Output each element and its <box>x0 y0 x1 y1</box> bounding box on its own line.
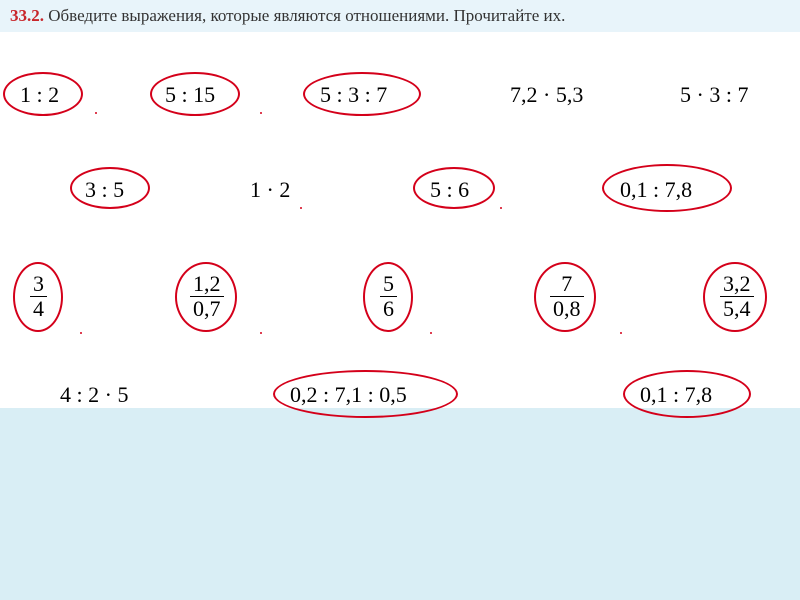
expr-5-6: 5 : 6 <box>430 177 469 203</box>
stray-dot <box>500 207 502 209</box>
frac-5-6: 56 <box>380 272 397 321</box>
expr-5-3-7: 5 : 3 : 7 <box>320 82 387 108</box>
expr-5-15: 5 : 15 <box>165 82 215 108</box>
expr-5x3-7: 5 · 3 : 7 <box>680 82 748 108</box>
stray-dot <box>620 332 622 334</box>
frac-3-4: 34 <box>30 272 47 321</box>
stray-dot <box>260 112 262 114</box>
expr-1-2: 1 : 2 <box>20 82 59 108</box>
stray-dot <box>80 332 82 334</box>
expr-3-5: 3 : 5 <box>85 177 124 203</box>
stray-dot <box>260 332 262 334</box>
frac-32-54: 3,25,4 <box>720 272 754 321</box>
task-text: Обведите выражения, которые являются отн… <box>48 6 565 25</box>
task-header: 33.2. Обведите выражения, которые являют… <box>0 0 800 32</box>
task-number: 33.2. <box>10 6 44 25</box>
expr-01-78b: 0,1 : 7,8 <box>640 382 712 408</box>
stray-dot <box>95 112 97 114</box>
expr-02-71-05: 0,2 : 7,1 : 0,5 <box>290 382 407 408</box>
expr-72-53: 7,2 · 5,3 <box>510 82 583 108</box>
expr-4-2-5: 4 : 2 · 5 <box>60 382 128 408</box>
expr-1x2: 1 · 2 <box>250 177 290 203</box>
frac-7-08: 70,8 <box>550 272 584 321</box>
worksheet-content: 1 : 2 5 : 15 5 : 3 : 7 7,2 · 5,3 5 · 3 :… <box>0 32 800 592</box>
stray-dot <box>300 207 302 209</box>
frac-12-07: 1,20,7 <box>190 272 224 321</box>
stray-dot <box>430 332 432 334</box>
expr-01-78a: 0,1 : 7,8 <box>620 177 692 203</box>
